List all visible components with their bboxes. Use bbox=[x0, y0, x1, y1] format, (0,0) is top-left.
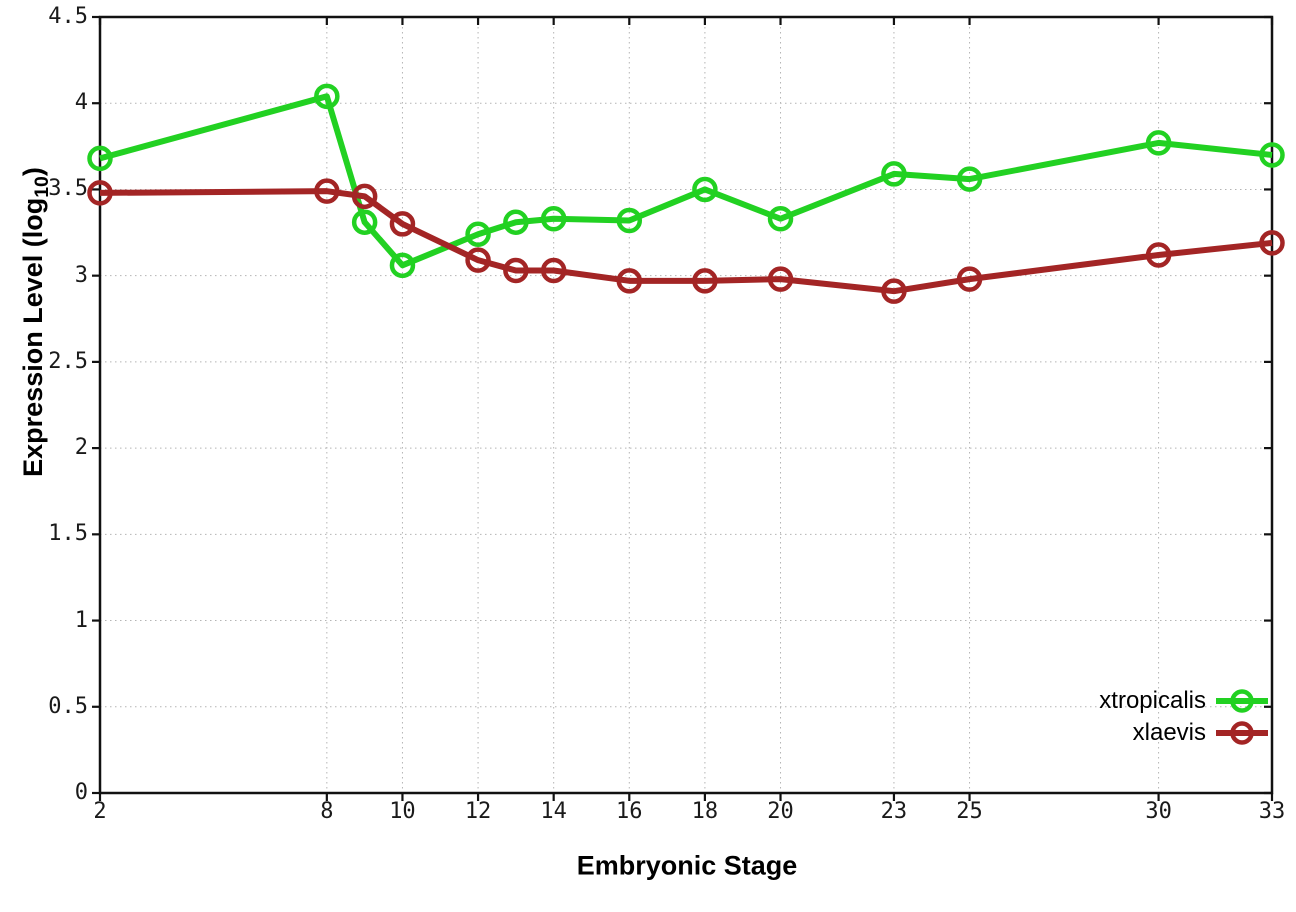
data-point-xtropicalis bbox=[465, 221, 491, 248]
data-point-xtropicalis bbox=[1259, 142, 1285, 168]
data-point-xtropicalis bbox=[1145, 130, 1172, 156]
legend-row-xlaevis: xlaevis bbox=[1099, 717, 1268, 749]
x-tick-label: 33 bbox=[1258, 799, 1286, 824]
data-point-xlaevis bbox=[503, 257, 529, 284]
y-tick-label: 4.5 bbox=[48, 4, 88, 29]
series-line-xtropicalis bbox=[99, 93, 1273, 269]
legend-marker-xtropicalis-icon bbox=[1216, 689, 1268, 713]
x-tick-label: 30 bbox=[1145, 799, 1172, 824]
legend-label-xlaevis: xlaevis bbox=[1132, 719, 1206, 746]
legend-row-xtropicalis: xtropicalis bbox=[1099, 685, 1268, 717]
legend-label-xtropicalis: xtropicalis bbox=[1099, 687, 1206, 714]
plot-border bbox=[98, 15, 1274, 795]
x-tick-label: 20 bbox=[767, 799, 794, 824]
series-line-xlaevis bbox=[99, 188, 1273, 295]
data-point-xlaevis bbox=[956, 266, 983, 292]
data-point-xlaevis bbox=[692, 268, 718, 294]
x-axis-label: Embryonic Stage bbox=[576, 850, 798, 881]
legend-sample-point bbox=[1230, 721, 1254, 745]
x-tick-label: 8 bbox=[320, 799, 334, 824]
data-point-xtropicalis bbox=[87, 145, 113, 172]
data-point-xlaevis bbox=[767, 266, 794, 292]
legend-sample-point bbox=[1230, 689, 1254, 713]
data-point-xtropicalis bbox=[881, 161, 907, 187]
data-point-xtropicalis bbox=[616, 207, 643, 234]
data-point-xtropicalis bbox=[692, 176, 718, 203]
data-point-xtropicalis bbox=[389, 252, 416, 279]
data-point-xlaevis bbox=[389, 211, 416, 237]
data-point-xtropicalis bbox=[956, 166, 983, 192]
x-tick-label: 2 bbox=[93, 799, 107, 824]
legend-marker-xlaevis-icon bbox=[1216, 721, 1268, 745]
x-tick-label: 10 bbox=[389, 799, 416, 824]
data-point-xtropicalis bbox=[503, 209, 529, 235]
y-tick-label: 0.5 bbox=[48, 693, 88, 719]
y-axis-label-close: ) bbox=[17, 167, 48, 177]
data-point-xtropicalis bbox=[351, 209, 378, 235]
data-point-xlaevis bbox=[1145, 242, 1172, 268]
data-point-xlaevis bbox=[1259, 230, 1285, 256]
data-point-xtropicalis bbox=[767, 206, 794, 232]
y-axis-label: Expression Level (log10) bbox=[18, 167, 54, 477]
y-axis-label-subscript: 10 bbox=[31, 176, 54, 198]
data-point-xlaevis bbox=[87, 180, 113, 206]
data-point-xlaevis bbox=[540, 257, 567, 284]
y-tick-label: 2 bbox=[74, 435, 88, 461]
data-point-xlaevis bbox=[351, 183, 378, 210]
y-tick-label: 3 bbox=[74, 262, 88, 288]
x-tick-label: 23 bbox=[880, 799, 908, 824]
data-point-xtropicalis bbox=[540, 206, 567, 232]
y-tick-label: 4 bbox=[74, 90, 88, 116]
y-axis-label-text: Expression Level (log bbox=[17, 197, 48, 477]
data-point-xtropicalis bbox=[314, 83, 340, 110]
data-point-xlaevis bbox=[314, 178, 340, 204]
y-tick-label: 3.5 bbox=[48, 176, 88, 202]
y-tick-label: 1.5 bbox=[48, 521, 88, 547]
data-point-xlaevis bbox=[465, 247, 491, 273]
x-tick-label: 12 bbox=[464, 799, 492, 824]
data-point-xlaevis bbox=[616, 268, 643, 294]
data-point-xlaevis bbox=[881, 278, 907, 304]
legend: xtropicalis xlaevis bbox=[1099, 685, 1268, 749]
y-tick-label: 0 bbox=[74, 780, 88, 805]
x-tick-label: 16 bbox=[616, 799, 643, 824]
x-tick-label: 25 bbox=[956, 799, 983, 824]
y-tick-label: 2.5 bbox=[48, 348, 88, 374]
y-tick-label: 1 bbox=[74, 607, 88, 633]
x-tick-label: 14 bbox=[540, 799, 567, 824]
x-tick-label: 18 bbox=[691, 799, 719, 824]
